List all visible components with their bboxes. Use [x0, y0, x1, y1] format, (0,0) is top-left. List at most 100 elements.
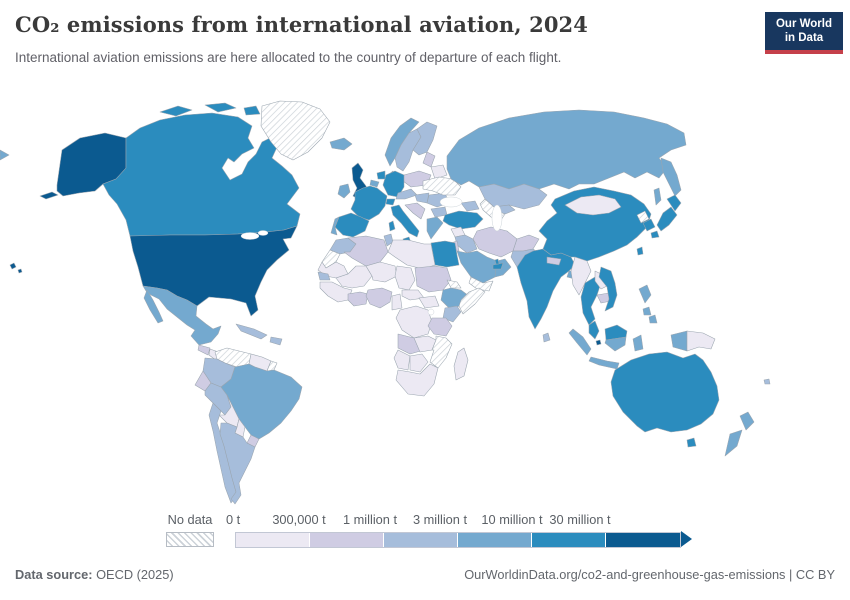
country-indonesia-sumatra[interactable]: [568, 328, 592, 356]
country-baltics[interactable]: [422, 151, 436, 168]
country-mongolia[interactable]: [564, 194, 622, 216]
country-philippines-mindanao[interactable]: [648, 314, 658, 324]
country-portugal[interactable]: [330, 216, 340, 236]
country-italy[interactable]: [390, 204, 420, 238]
country-india[interactable]: [516, 248, 576, 330]
country-austria-czechia[interactable]: [395, 188, 418, 200]
country-madagascar[interactable]: [453, 347, 469, 381]
country-france[interactable]: [350, 185, 388, 221]
country-kenya[interactable]: [442, 305, 462, 323]
country-netherlands[interactable]: [376, 170, 386, 180]
owid-logo[interactable]: Our World in Data: [765, 12, 843, 54]
legend-segment-1[interactable]: [236, 533, 310, 547]
country-zimbabwe-mozambique[interactable]: [429, 335, 453, 369]
country-new-zealand-north[interactable]: [739, 411, 755, 431]
country-norway[interactable]: [384, 117, 420, 167]
country-russia-chukotka-wrap[interactable]: [0, 149, 10, 161]
country-indonesia-sulawesi[interactable]: [632, 334, 644, 352]
country-hispaniola[interactable]: [269, 336, 283, 346]
country-senegal[interactable]: [317, 271, 331, 281]
country-united-arab-emirates[interactable]: [492, 262, 504, 270]
country-spain[interactable]: [334, 212, 370, 238]
country-somalia[interactable]: [458, 287, 486, 315]
country-myanmar[interactable]: [570, 256, 592, 296]
data-source-line[interactable]: Data source: OECD (2025): [15, 567, 174, 582]
country-japan-hokkaido[interactable]: [666, 194, 682, 212]
country-indonesia-kalimantan[interactable]: [604, 336, 627, 352]
country-argentina[interactable]: [219, 422, 256, 505]
legend-segment-5[interactable]: [532, 533, 606, 547]
country-north-korea[interactable]: [636, 210, 650, 224]
country-malaysia-borneo[interactable]: [604, 324, 628, 341]
country-russia-sakhalin[interactable]: [653, 187, 662, 206]
country-indonesia-java[interactable]: [588, 356, 620, 370]
country-nepal[interactable]: [546, 256, 562, 266]
country-belgium[interactable]: [369, 179, 380, 188]
country-papua-new-guinea[interactable]: [686, 330, 716, 352]
country-new-zealand-south[interactable]: [724, 429, 743, 457]
country-united-states[interactable]: [129, 225, 298, 317]
legend-segment-4[interactable]: [458, 533, 532, 547]
country-cuba[interactable]: [235, 323, 268, 340]
country-caucasus[interactable]: [460, 200, 480, 212]
country-greece[interactable]: [426, 216, 444, 240]
country-belarus[interactable]: [430, 164, 448, 180]
legend-segment-3[interactable]: [384, 533, 458, 547]
country-tanzania[interactable]: [427, 317, 453, 337]
country-chad[interactable]: [394, 265, 416, 291]
country-libya[interactable]: [387, 239, 436, 270]
country-mexico-baja[interactable]: [143, 289, 164, 324]
country-niger[interactable]: [365, 261, 398, 283]
country-nigeria[interactable]: [365, 287, 393, 309]
country-guatemala[interactable]: [197, 344, 211, 356]
country-united-states-aleutians[interactable]: [39, 191, 59, 200]
country-south-africa[interactable]: [395, 363, 439, 397]
country-central-african-republic[interactable]: [401, 289, 425, 301]
legend-no-data-swatch[interactable]: [166, 532, 214, 547]
country-south-sudan-uganda[interactable]: [418, 295, 440, 309]
legend-segment-2[interactable]: [310, 533, 384, 547]
country-ireland[interactable]: [337, 183, 351, 199]
legend-segment-6[interactable]: [606, 533, 680, 547]
country-philippines-visayas[interactable]: [642, 306, 652, 316]
country-iceland[interactable]: [329, 137, 353, 151]
country-greenland[interactable]: [260, 100, 331, 161]
country-philippines-luzon[interactable]: [638, 284, 652, 304]
country-mexico[interactable]: [142, 285, 222, 346]
country-drc[interactable]: [395, 305, 433, 339]
country-canada-arctic-1[interactable]: [159, 105, 193, 117]
country-botswana[interactable]: [409, 353, 429, 373]
country-japan-kyushu[interactable]: [650, 230, 660, 239]
country-sudan[interactable]: [414, 265, 452, 293]
country-japan-honshu[interactable]: [656, 206, 678, 232]
country-yemen[interactable]: [468, 276, 494, 292]
country-eritrea[interactable]: [446, 279, 462, 289]
country-switzerland[interactable]: [385, 198, 396, 206]
country-australia[interactable]: [610, 351, 720, 433]
country-namibia[interactable]: [393, 349, 411, 371]
country-sri-lanka[interactable]: [542, 332, 551, 343]
country-south-korea[interactable]: [642, 218, 656, 232]
country-afghanistan[interactable]: [512, 234, 540, 252]
country-australia-tasmania[interactable]: [686, 437, 697, 448]
country-singapore[interactable]: [595, 339, 602, 346]
country-balkans[interactable]: [404, 202, 426, 220]
country-hungary[interactable]: [414, 192, 430, 204]
country-indonesia-papua[interactable]: [670, 330, 688, 352]
country-united-states-hawaii[interactable]: [9, 262, 23, 274]
country-italy-sardinia[interactable]: [388, 220, 396, 232]
country-turkey[interactable]: [442, 210, 484, 230]
country-ukraine[interactable]: [422, 176, 462, 196]
country-russia[interactable]: [446, 109, 687, 190]
country-ivory-coast-ghana[interactable]: [347, 291, 369, 307]
country-fiji[interactable]: [763, 378, 771, 385]
country-russia-kamchatka[interactable]: [660, 157, 682, 197]
country-egypt[interactable]: [430, 240, 460, 268]
country-cameroon[interactable]: [391, 293, 403, 311]
country-canada-arctic-2[interactable]: [204, 102, 237, 113]
country-malaysia-peninsula[interactable]: [588, 320, 600, 340]
country-canada[interactable]: [102, 112, 301, 237]
country-qatar[interactable]: [494, 258, 500, 265]
country-vietnam[interactable]: [598, 266, 618, 312]
country-taiwan[interactable]: [636, 246, 644, 256]
